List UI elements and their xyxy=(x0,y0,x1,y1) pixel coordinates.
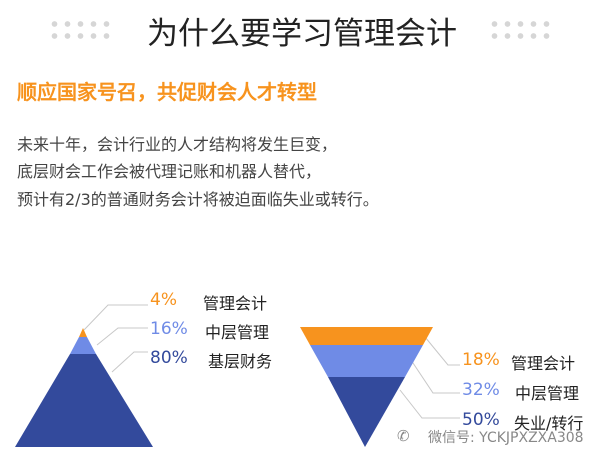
decorative-dots-right xyxy=(488,18,552,40)
funnel-segment-bottom xyxy=(328,377,405,447)
subtitle: 顺应国家号召，共促财会人才转型 xyxy=(17,80,317,104)
funnel-label: 中层管理 xyxy=(515,384,580,403)
page-title: 为什么要学习管理会计 xyxy=(147,16,457,52)
pyramid-pct: 4% xyxy=(150,290,177,310)
pyramid-segment-base xyxy=(15,354,153,447)
funnel-pct: 32% xyxy=(462,380,500,400)
funnel-label: 管理会计 xyxy=(511,354,576,373)
wechat-icon: ✆ xyxy=(397,427,410,445)
paragraph-line: 未来十年，会计行业的人才结构将发生巨变， xyxy=(17,135,338,154)
leader-line xyxy=(399,389,460,419)
leader-line xyxy=(424,336,460,366)
funnel-pct: 50% xyxy=(462,410,500,430)
funnel-segment-top xyxy=(300,327,433,345)
leader-line xyxy=(111,351,148,373)
decorative-dots-left xyxy=(48,18,112,40)
pyramid-label: 管理会计 xyxy=(203,294,268,313)
leader-line xyxy=(96,327,148,346)
watermark: 微信号: YCKJPXZXA308 xyxy=(428,430,584,446)
pyramid-segment-top xyxy=(79,328,87,337)
paragraph-line: 预计有2/3的普通财务会计将被迫面临失业或转行。 xyxy=(17,190,379,209)
pyramid-pct: 80% xyxy=(150,348,188,368)
pyramid-pct: 16% xyxy=(150,319,188,339)
funnel-segment-middle xyxy=(310,345,423,377)
pyramid-segment-middle xyxy=(70,337,96,354)
leader-line xyxy=(410,359,460,394)
paragraph-line: 底层财会工作会被代理记账和机器人替代， xyxy=(17,162,322,181)
leader-line xyxy=(83,304,148,331)
pyramid-label: 中层管理 xyxy=(205,323,270,342)
funnel-pct: 18% xyxy=(462,350,500,370)
pyramid-label: 基层财务 xyxy=(208,352,273,371)
funnel-label: 失业/转行 xyxy=(514,414,584,433)
